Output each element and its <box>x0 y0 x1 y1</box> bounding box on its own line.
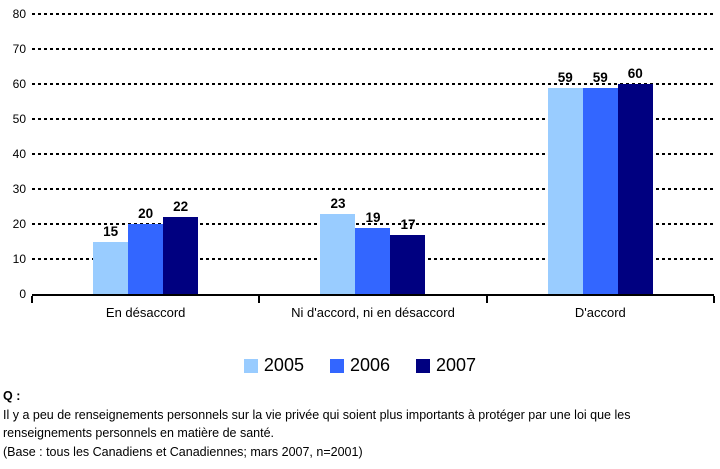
bar-2007-1: 22 <box>163 199 199 294</box>
y-tick-label-50: 50 <box>12 112 26 126</box>
category-label-2: Ni d'accord, ni en désaccord <box>291 305 455 320</box>
bar-value-label: 59 <box>557 69 573 85</box>
bar-2007-3: 60 <box>617 66 653 294</box>
bar-2006-3: 59 <box>582 70 618 294</box>
y-tick-label-40: 40 <box>12 147 26 161</box>
bar-value-label: 17 <box>400 216 416 232</box>
bar-2007-2: 17 <box>390 217 426 294</box>
bar-value-label: 23 <box>330 195 346 211</box>
bar-value-label: 59 <box>592 69 608 85</box>
y-tick-label-20: 20 <box>12 217 26 231</box>
question-text: Il y a peu de renseignements personnels … <box>3 407 631 441</box>
category-label-3: D'accord <box>574 305 626 320</box>
legend-item-2007: 2007 <box>416 355 476 376</box>
category-axis-labels: En désaccord Ni d'accord, ni en désaccord… <box>32 305 714 320</box>
bar-value-label: 22 <box>173 199 189 214</box>
bar-group-2: 23 19 17 <box>259 14 486 294</box>
plot-area: 15 20 22 23 19 17 59 59 60 <box>31 13 715 303</box>
bar-value-label: 20 <box>138 206 154 221</box>
y-tick-label-70: 70 <box>12 42 26 56</box>
bar-2005-2: 23 <box>320 196 356 294</box>
gridline-50 <box>32 118 714 120</box>
x-axis-tick <box>258 296 261 303</box>
question-label: Q : <box>3 389 21 403</box>
bar-group-3: 59 59 60 <box>487 14 714 294</box>
category-label-1: En désaccord <box>105 305 186 320</box>
y-tick-label-10: 10 <box>12 252 26 266</box>
gridline-80 <box>32 13 714 15</box>
legend-swatch-icon <box>243 358 258 373</box>
x-axis-tick <box>31 296 33 303</box>
legend-item-2006: 2006 <box>329 355 391 376</box>
bar-chart: 0 10 20 30 40 50 60 70 80 15 20 22 23 19 17 59 59 60 En … <box>12 7 715 320</box>
x-axis-tick <box>713 296 715 303</box>
bar-value-label: 15 <box>103 223 119 239</box>
gridline-70 <box>32 48 714 50</box>
bar-2005-3: 59 <box>547 70 583 294</box>
bar-2006-2: 19 <box>355 210 391 294</box>
bar-2006-1: 20 <box>128 206 164 294</box>
legend-swatch-icon <box>329 358 344 373</box>
gridline-20 <box>32 223 714 225</box>
footer-text: Q : Il y a peu de renseignements personn… <box>3 387 709 461</box>
legend: 2005 2006 2007 <box>0 355 720 376</box>
gridline-30 <box>32 188 714 190</box>
x-axis-tick <box>485 296 488 303</box>
y-tick-label-60: 60 <box>12 77 26 91</box>
base-text: (Base : tous les Canadiens et Canadienne… <box>3 444 363 459</box>
y-tick-label-30: 30 <box>12 182 26 196</box>
legend-item-2005: 2005 <box>243 355 304 376</box>
y-tick-label-0: 0 <box>19 287 26 301</box>
legend-label: 2005 <box>263 355 304 375</box>
bar-value-label: 19 <box>365 209 381 225</box>
legend-label: 2006 <box>349 355 391 375</box>
gridline-60 <box>32 83 714 85</box>
y-tick-label-80: 80 <box>12 7 26 21</box>
bar-2005-1: 15 <box>93 224 129 294</box>
legend-swatch-icon <box>416 358 431 373</box>
bar-group-1: 15 20 22 <box>32 14 259 294</box>
bar-groups: 15 20 22 23 19 17 59 59 60 <box>32 14 714 294</box>
gridline-40 <box>32 153 714 155</box>
bar-value-label: 60 <box>627 66 643 81</box>
legend-label: 2007 <box>436 355 477 375</box>
